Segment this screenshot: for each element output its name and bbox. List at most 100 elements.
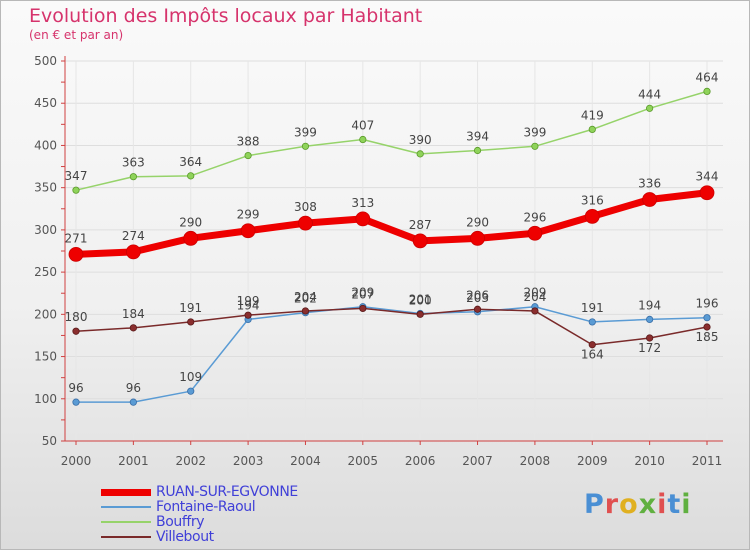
- data-label: 203: [466, 291, 489, 305]
- y-tick-label: 350: [34, 181, 57, 195]
- data-label: 209: [351, 286, 374, 300]
- legend-swatch: [101, 536, 151, 538]
- legend-label: RUAN-SUR-EGVONNE: [156, 484, 298, 500]
- series-line: [75, 307, 708, 346]
- data-point: [298, 215, 313, 231]
- axes: 50 100 150 200 250 300 350 400 450 500 2000 2001 200…: [34, 54, 723, 468]
- data-label: 184: [122, 307, 145, 321]
- data-label: 96: [126, 381, 141, 395]
- data-label: 206: [466, 288, 489, 302]
- series-line: [75, 90, 708, 191]
- data-label: 347: [65, 169, 88, 183]
- legend-label: Villebout: [156, 529, 214, 545]
- y-tick-label: 300: [34, 223, 57, 237]
- x-tick-label: 2002: [175, 454, 206, 468]
- data-point: [531, 142, 539, 150]
- data-point: [588, 318, 596, 326]
- data-label: 313: [351, 196, 374, 210]
- data-label: 202: [294, 292, 317, 306]
- data-label: 172: [638, 341, 661, 355]
- data-point: [68, 246, 84, 262]
- data-point: [531, 307, 539, 315]
- data-point: [125, 244, 141, 260]
- x-tick-label: 2005: [348, 454, 379, 468]
- data-point: [359, 135, 367, 144]
- data-label: 109: [179, 370, 202, 384]
- data-point: [72, 327, 80, 335]
- data-label: 196: [696, 297, 719, 311]
- x-tick-label: 2007: [462, 454, 493, 468]
- data-point: [412, 233, 428, 249]
- data-point: [646, 334, 654, 342]
- data-label: 271: [65, 231, 88, 245]
- legend-swatch: [101, 506, 151, 508]
- data-point: [588, 125, 596, 133]
- data-label: 390: [409, 133, 432, 147]
- data-label: 344: [696, 170, 719, 184]
- chart-title: Evolution des Impôts locaux par Habitant: [29, 5, 423, 27]
- data-label: 388: [237, 135, 260, 149]
- data-label: 200: [409, 293, 432, 307]
- data-point: [244, 311, 252, 319]
- data-label: 316: [581, 193, 604, 207]
- y-tick-label: 50: [42, 434, 57, 448]
- data-label: 201: [409, 292, 432, 306]
- data-label: 185: [696, 330, 719, 344]
- y-tick-label: 400: [34, 138, 57, 152]
- data-label: 296: [523, 210, 546, 224]
- data-point: [703, 87, 711, 96]
- x-tick-label: 2011: [692, 454, 723, 468]
- data-label: 464: [696, 70, 719, 84]
- data-point: [72, 398, 80, 406]
- data-point: [703, 314, 711, 322]
- data-label: 363: [122, 156, 145, 170]
- data-labels: 271 274 290 299 308 313 287 290 296 316 336 344 96 96…: [65, 70, 719, 395]
- y-tick-label: 250: [34, 265, 57, 279]
- data-point: [244, 151, 252, 160]
- series-line: [75, 305, 708, 403]
- data-point: [527, 225, 543, 241]
- data-point: [470, 230, 485, 246]
- data-point: [646, 104, 654, 112]
- series-layer: [68, 87, 715, 406]
- data-label: 164: [581, 348, 604, 362]
- data-label: 364: [179, 155, 202, 169]
- data-label: 290: [179, 215, 202, 229]
- data-point: [584, 208, 600, 224]
- data-point: [359, 304, 367, 313]
- data-label: 207: [351, 287, 374, 301]
- legend-label: Fontaine-Raoul: [156, 499, 256, 515]
- legend-swatch: [101, 521, 151, 523]
- x-tick-label: 2010: [634, 454, 665, 468]
- x-tick-label: 2000: [61, 454, 92, 468]
- data-label: 299: [237, 208, 260, 222]
- data-point: [646, 315, 654, 323]
- data-label: 308: [294, 200, 317, 214]
- data-label: 180: [65, 310, 88, 324]
- data-label: 399: [523, 125, 546, 139]
- data-point: [588, 341, 596, 349]
- x-tick-label: 2006: [405, 454, 436, 468]
- data-label: 444: [638, 87, 661, 101]
- data-point: [416, 310, 424, 318]
- y-tick-label: 500: [34, 54, 57, 68]
- data-point: [72, 186, 80, 194]
- data-label: 194: [237, 298, 260, 312]
- data-label: 287: [409, 218, 432, 232]
- y-tick-label: 150: [34, 350, 57, 364]
- data-label: 204: [523, 290, 546, 304]
- data-label: 191: [581, 301, 604, 315]
- data-point: [183, 230, 199, 246]
- data-point: [301, 142, 310, 150]
- y-tick-label: 100: [34, 392, 57, 406]
- data-point: [699, 185, 715, 201]
- data-point: [240, 223, 256, 239]
- data-label: 209: [523, 286, 546, 300]
- data-label: 96: [68, 381, 83, 395]
- data-label: 336: [638, 176, 661, 190]
- data-label: 204: [294, 290, 317, 304]
- data-point: [416, 150, 424, 158]
- series-line: [72, 189, 711, 258]
- chart-subtitle: (en € et par an): [29, 28, 124, 42]
